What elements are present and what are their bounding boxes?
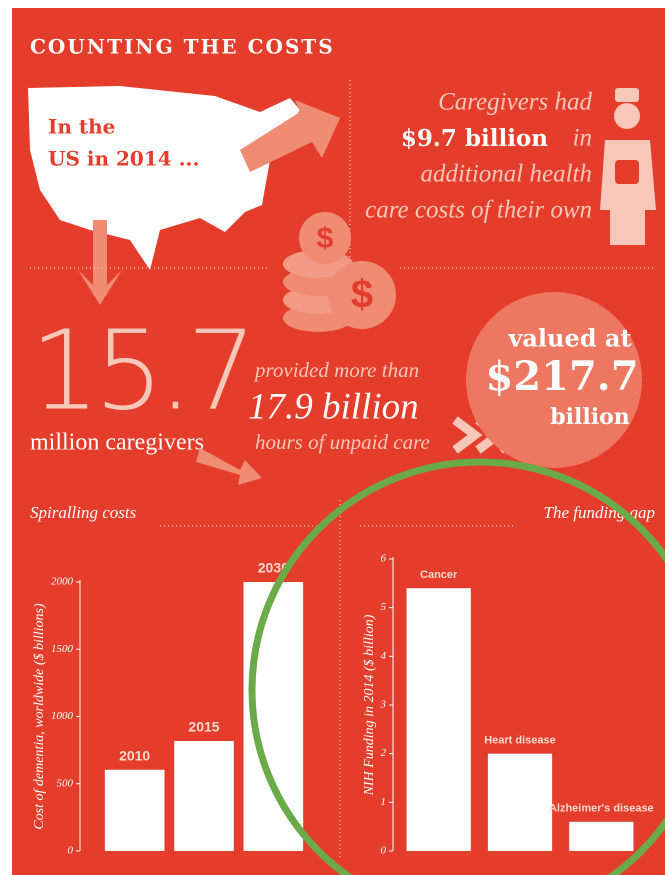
caregivers-number: 15.7 [30,306,251,434]
arrow [78,220,122,305]
chart-title: Spiralling costs [30,503,137,522]
health-line: additional health [420,161,592,188]
y-tick-label: 0 [381,845,387,857]
us-line: US in 2014 ... [48,147,199,171]
health-amount: $9.7 billion [401,125,548,152]
y-tick-label: 6 [381,553,387,565]
category-label: Alzheimer's disease [549,803,654,815]
svg-text:$: $ [351,273,373,317]
bar [243,582,304,851]
category-label: Heart disease [484,735,556,747]
arrow [196,448,262,485]
category-label: 2010 [119,747,150,763]
nurse-icon [600,88,656,245]
y-tick-label: 1000 [51,710,74,722]
category-label: Cancer [420,569,458,581]
health-line: care costs of their own [365,197,592,224]
category-label: 2015 [188,719,219,735]
health-line: in [573,125,592,152]
y-tick-label: 2 [381,747,387,759]
us-line: In the [48,115,115,139]
y-axis-label: NIH Funding in 2014 ($ billion) [362,614,377,796]
health-line: Caregivers had [438,89,592,116]
y-tick-label: 1 [381,796,387,808]
y-tick-label: 0 [68,845,74,857]
y-tick-label: 1500 [51,643,74,655]
y-tick-label: 2000 [51,576,74,588]
y-tick-label: 4 [381,650,387,662]
hours-intro: provided more than [253,358,419,382]
caregivers-label: million caregivers [30,430,204,456]
coins-icon: $ $ [283,212,396,332]
value-amount: $217.7 [485,353,638,400]
chart-title: The funding gap [544,503,655,522]
arrow [240,100,340,172]
svg-text:$: $ [317,222,334,255]
bar [487,753,553,851]
y-axis-label: Cost of dementia, worldwide ($ billions) [32,603,47,830]
title: COUNTING THE COSTS [30,35,335,59]
category-label: 2030 [258,560,289,576]
y-tick-label: 500 [57,777,74,789]
bar [406,588,471,851]
hours-amount: 17.9 billion [248,386,419,427]
value-intro: valued at [507,324,631,353]
bar [104,769,165,851]
y-tick-label: 3 [380,699,387,711]
value-unit: billion [550,404,629,430]
hours-label: hours of unpaid care [255,430,430,454]
bar [174,740,234,851]
value-circle [466,292,642,468]
bar [569,821,634,851]
y-tick-label: 5 [381,601,387,613]
